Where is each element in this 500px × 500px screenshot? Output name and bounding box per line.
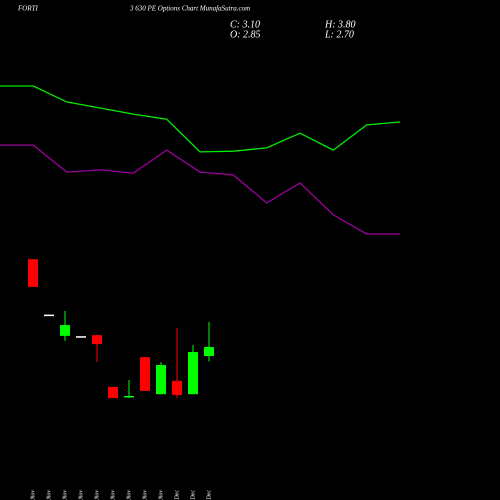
candle-body [204,347,214,357]
candle-body [124,395,134,398]
x-tick-label: 26 Nov [110,490,116,500]
x-tick-label: 29 Nov [158,490,164,500]
candle-body [28,259,38,287]
candle-body [188,352,198,395]
x-tick-label: 19 Nov [30,490,36,500]
indicator-line [0,85,401,153]
x-tick-label: 25 Nov [94,490,100,500]
indicator-line [0,144,400,235]
open-label: O: 2.85 [230,29,261,40]
x-tick-label: 27 Nov [126,490,132,500]
chart-subtitle: 3 630 PE Options Chart MunafaSutra.com [129,5,250,13]
candle-body [172,380,182,395]
x-tick-label: 04 Dec [205,490,212,500]
x-tick-label: 22 Nov [78,490,84,500]
close-label: C: 3.10 [230,19,260,30]
candle-body [156,365,166,395]
candle-body [108,386,118,399]
low-label: L: 2.70 [324,29,354,40]
high-label: H: 3.80 [324,19,356,30]
x-tick-label: 02 Dec [174,490,180,500]
x-tick-label: 21 Nov [62,490,68,500]
candle-body [60,325,70,336]
candle-body [140,357,150,391]
candle-body [44,314,54,317]
x-tick-label: 03 Dec [190,490,196,500]
chart-title: FORTI [17,5,39,13]
candle-body [76,336,86,338]
candle-body [92,335,102,345]
x-tick-label: 28 Nov [142,490,148,500]
x-tick-label: 20 Nov [46,490,52,500]
